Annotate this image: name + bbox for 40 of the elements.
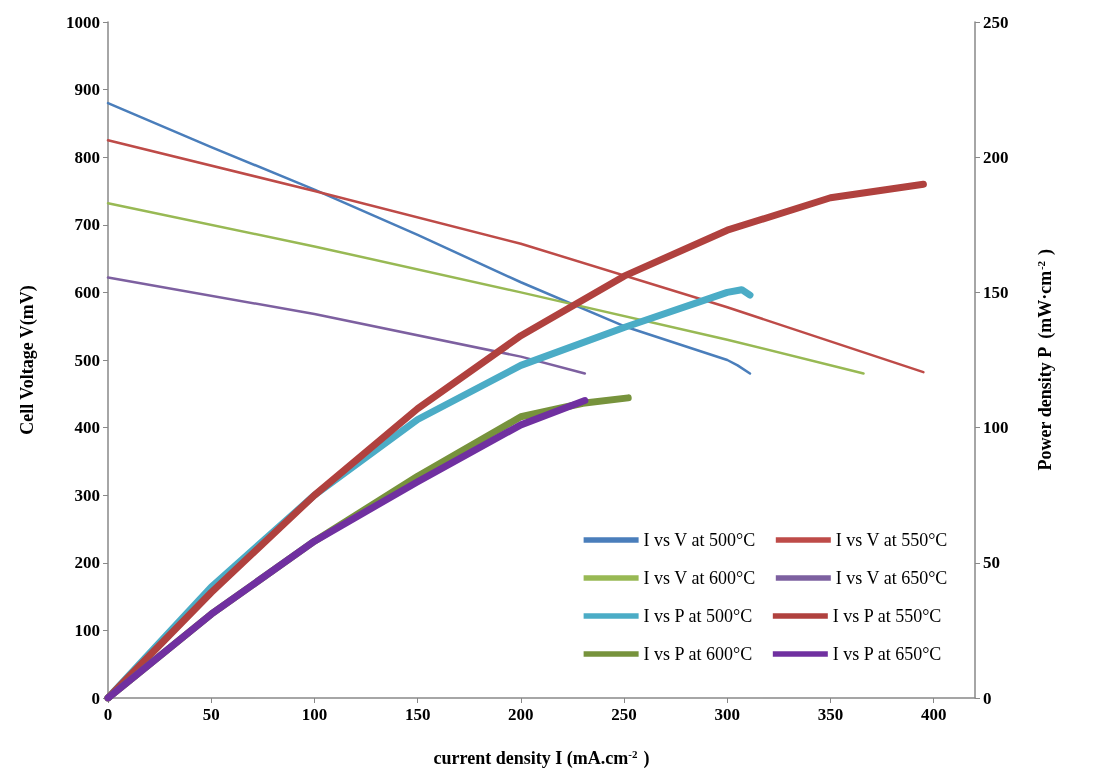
y2-tick-label: 200: [983, 147, 1009, 167]
x-tick-label: 300: [714, 705, 741, 724]
y2-tick-label: 250: [983, 12, 1009, 32]
x-tick-label: 150: [404, 705, 431, 724]
legend-label: I vs P at 500°C: [643, 606, 753, 626]
y-tick-label: 300: [74, 485, 100, 505]
y-tick-label: 900: [74, 80, 100, 100]
line-series: [106, 139, 925, 374]
line-series: [106, 201, 865, 375]
legend-label: I vs P at 600°C: [643, 644, 753, 664]
y-tick-label: 1000: [66, 12, 100, 32]
y-tick-label: 400: [74, 418, 100, 438]
x-tick-label: 200: [508, 705, 534, 724]
x-tick-label: 350: [817, 705, 844, 724]
x-tick-label: 400: [920, 705, 947, 724]
y-tick-label: 700: [74, 215, 100, 235]
y-tick-label: 200: [74, 553, 100, 573]
legend-label: I vs V at 600°C: [643, 568, 756, 588]
legend-label: I vs P at 550°C: [832, 606, 942, 626]
y-tick-label: 600: [74, 282, 100, 302]
legend-label: I vs V at 650°C: [835, 568, 948, 588]
y2-tick-label: 0: [983, 688, 992, 708]
y2-tick-label: 150: [983, 282, 1009, 302]
y2-axis-title: Power density P (mW·cm-2): [1034, 248, 1056, 471]
y-tick-label: 500: [74, 350, 100, 370]
y-tick-label: 800: [74, 147, 100, 167]
x-tick-label: 0: [103, 705, 113, 724]
line-series: [106, 276, 587, 375]
legend-label: I vs P at 650°C: [832, 644, 942, 664]
line-series: [106, 101, 752, 375]
y2-tick-label: 50: [983, 553, 1000, 573]
x-tick-label: 50: [202, 705, 220, 724]
y-axis-title: Cell Voltage V(mV): [17, 285, 38, 435]
x-tick-label: 100: [301, 705, 328, 724]
legend-label: I vs V at 500°C: [643, 530, 756, 550]
y-tick-label: 0: [91, 688, 100, 708]
y2-tick-label: 100: [983, 418, 1009, 438]
legend-label: I vs V at 550°C: [835, 530, 948, 550]
x-tick-label: 250: [611, 705, 637, 724]
y-tick-label: 100: [74, 620, 100, 640]
